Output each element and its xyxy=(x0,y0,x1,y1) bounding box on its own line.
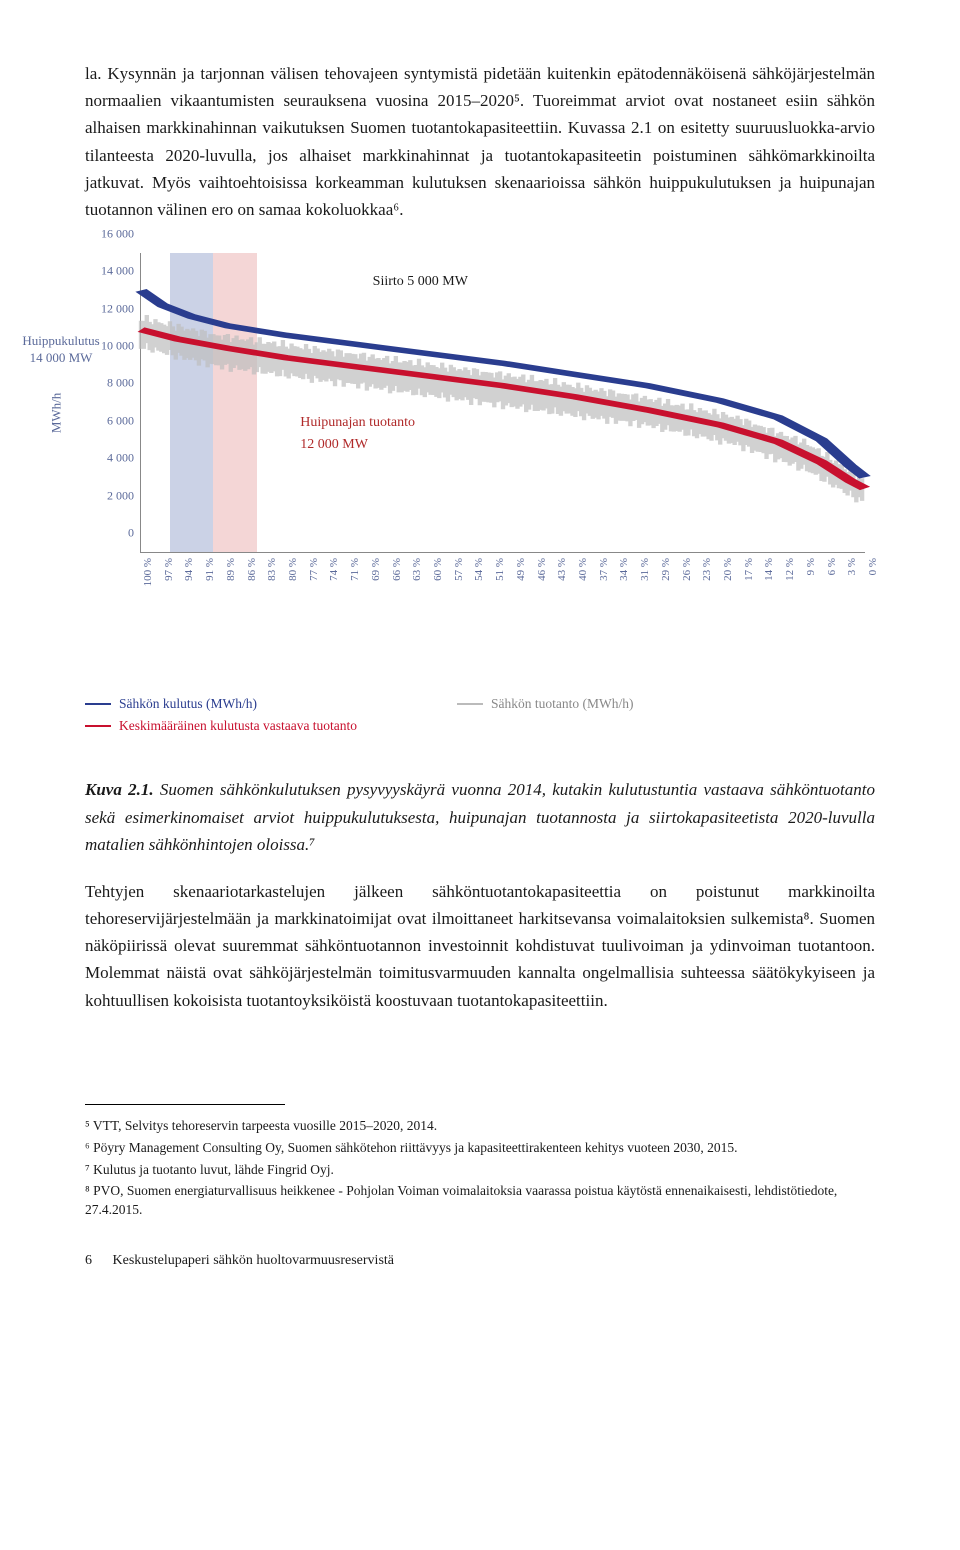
x-tick: 71 % xyxy=(347,558,365,581)
footnote-rule xyxy=(85,1104,285,1105)
x-axis-ticks: 100 %97 %94 %91 %89 %86 %83 %80 %77 %74 … xyxy=(140,558,865,608)
x-tick: 57 % xyxy=(451,558,469,581)
x-tick: 3 % xyxy=(844,558,862,575)
legend-swatch-red xyxy=(85,725,111,727)
x-tick: 89 % xyxy=(223,558,241,581)
legend-label: Keskimääräinen kulutusta vastaava tuotan… xyxy=(119,715,357,737)
footnote-8: ⁸ PVO, Suomen energiaturvallisuus heikke… xyxy=(85,1182,875,1220)
y-tick: 10 000 xyxy=(86,336,134,355)
footer-title: Keskustelupaperi sähkön huoltovarmuusres… xyxy=(113,1253,395,1268)
x-tick: 17 % xyxy=(741,558,759,581)
legend-swatch-blue xyxy=(85,703,111,705)
y-tick: 16 000 xyxy=(86,224,134,243)
page-number: 6 xyxy=(85,1250,109,1272)
x-tick: 69 % xyxy=(368,558,386,581)
chart-container: Huippukulutus 14 000 MW 02 0004 0006 000… xyxy=(85,253,875,633)
legend-swatch-gray xyxy=(457,703,483,705)
chart-legend: Sähkön kulutus (MWh/h) Sähkön tuotanto (… xyxy=(85,693,875,736)
legend-label: Sähkön tuotanto (MWh/h) xyxy=(491,693,633,715)
plot-area: 02 0004 0006 0008 00010 00012 00014 0001… xyxy=(140,253,865,553)
x-tick: 0 % xyxy=(865,558,883,575)
x-tick: 77 % xyxy=(306,558,324,581)
x-tick: 60 % xyxy=(430,558,448,581)
legend-item-production: Sähkön tuotanto (MWh/h) xyxy=(457,693,633,715)
x-tick: 34 % xyxy=(616,558,634,581)
x-tick: 54 % xyxy=(471,558,489,581)
curves-svg xyxy=(141,253,865,552)
body-paragraph-2: Tehtyjen skenaariotarkastelujen jälkeen … xyxy=(85,878,875,1014)
x-tick: 31 % xyxy=(637,558,655,581)
y-tick: 8 000 xyxy=(86,374,134,393)
y-tick: 12 000 xyxy=(86,299,134,318)
x-tick: 100 % xyxy=(140,558,158,586)
x-tick: 12 % xyxy=(782,558,800,581)
y-tick: 6 000 xyxy=(86,411,134,430)
legend-item-avg-production: Keskimääräinen kulutusta vastaava tuotan… xyxy=(85,715,357,737)
x-tick: 94 % xyxy=(181,558,199,581)
x-tick: 40 % xyxy=(575,558,593,581)
x-tick: 66 % xyxy=(389,558,407,581)
side-label-line2: 14 000 MW xyxy=(30,350,93,365)
footnote-7: ⁷ Kulutus ja tuotanto luvut, lähde Fingr… xyxy=(85,1161,875,1180)
x-tick: 63 % xyxy=(409,558,427,581)
x-tick: 51 % xyxy=(492,558,510,581)
y-tick: 4 000 xyxy=(86,449,134,468)
caption-lead: Kuva 2.1. xyxy=(85,780,154,799)
figure-caption: Kuva 2.1. Suomen sähkönkulutuksen pysyvy… xyxy=(85,776,875,858)
x-tick: 46 % xyxy=(534,558,552,581)
x-tick: 29 % xyxy=(658,558,676,581)
legend-item-consumption: Sähkön kulutus (MWh/h) xyxy=(85,693,257,715)
body-paragraph-1: la. Kysynnän ja tarjonnan välisen tehova… xyxy=(85,60,875,223)
x-tick: 23 % xyxy=(699,558,717,581)
x-tick: 14 % xyxy=(761,558,779,581)
footnote-5: ⁵ VTT, Selvitys tehoreservin tarpeesta v… xyxy=(85,1117,875,1136)
figure-2-1: Huippukulutus 14 000 MW 02 0004 0006 000… xyxy=(85,253,875,736)
legend-label: Sähkön kulutus (MWh/h) xyxy=(119,693,257,715)
x-tick: 97 % xyxy=(161,558,179,581)
x-tick: 37 % xyxy=(596,558,614,581)
caption-body: Suomen sähkönkulutuksen pysyvyyskäyrä vu… xyxy=(85,780,875,853)
footnote-6: ⁶ Pöyry Management Consulting Oy, Suomen… xyxy=(85,1139,875,1158)
x-tick: 80 % xyxy=(285,558,303,581)
x-tick: 26 % xyxy=(679,558,697,581)
x-tick: 86 % xyxy=(244,558,262,581)
x-tick: 6 % xyxy=(824,558,842,575)
x-tick: 91 % xyxy=(202,558,220,581)
y-tick: 0 xyxy=(86,523,134,542)
x-tick: 20 % xyxy=(720,558,738,581)
footnotes: ⁵ VTT, Selvitys tehoreservin tarpeesta v… xyxy=(85,1117,875,1220)
x-tick: 74 % xyxy=(326,558,344,581)
y-axis-title: MWh/h xyxy=(47,393,68,433)
page-footer: 6 Keskustelupaperi sähkön huoltovarmuusr… xyxy=(85,1250,875,1272)
y-tick: 2 000 xyxy=(86,486,134,505)
y-tick: 14 000 xyxy=(86,262,134,281)
x-tick: 49 % xyxy=(513,558,531,581)
x-tick: 83 % xyxy=(264,558,282,581)
x-tick: 43 % xyxy=(554,558,572,581)
x-tick: 9 % xyxy=(803,558,821,575)
